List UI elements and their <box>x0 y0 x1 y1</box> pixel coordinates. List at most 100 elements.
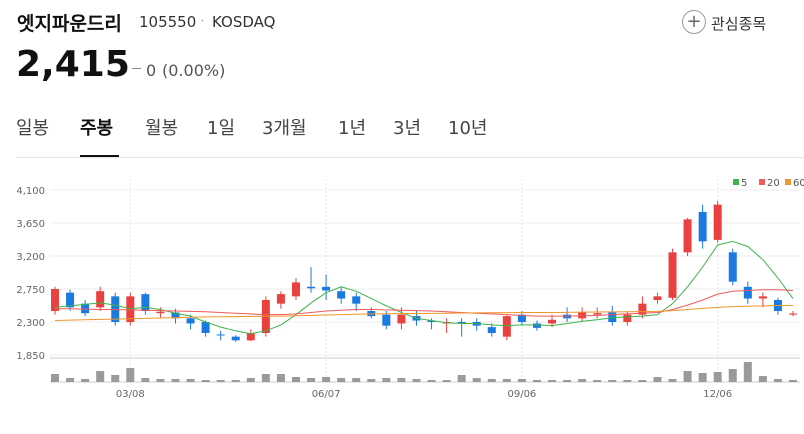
candle-body <box>457 322 466 324</box>
tab[interactable]: 1년 <box>338 118 367 139</box>
candle-body <box>51 289 59 311</box>
candle-body <box>758 296 767 299</box>
add-icon[interactable]: + <box>682 10 706 34</box>
volume-bar <box>156 379 165 382</box>
candle-body <box>743 286 752 299</box>
legend-swatch <box>733 179 739 185</box>
y-tick-label: 3,650 <box>16 219 45 230</box>
volume-bar <box>532 380 541 382</box>
change: 0 <box>146 61 157 80</box>
candle-body <box>141 294 150 311</box>
candle-body <box>186 318 195 324</box>
volume-bar <box>231 380 240 382</box>
candle-body <box>171 312 180 319</box>
volume-bar <box>337 378 346 382</box>
volume-bar <box>698 373 707 382</box>
candle-body <box>427 320 436 322</box>
candle-body <box>593 313 602 315</box>
candle-body <box>352 296 361 304</box>
volume-bar <box>216 380 225 382</box>
volume-bar <box>442 380 451 382</box>
x-tick-label: 06/07 <box>312 389 341 400</box>
volume-bar <box>307 378 316 382</box>
volume-bar <box>668 379 677 382</box>
ma-line <box>55 289 794 317</box>
candle-body <box>156 311 165 314</box>
volume-bar <box>653 377 662 382</box>
volume-bar <box>728 369 737 382</box>
watch-button[interactable]: 관심종목 <box>711 15 767 33</box>
volume-bar <box>367 379 376 382</box>
candle-body <box>532 323 541 328</box>
volume-bar <box>773 379 782 382</box>
candle-body <box>668 252 677 298</box>
volume-bar <box>593 380 602 382</box>
volume-bar <box>517 379 526 382</box>
x-tick-label: 09/06 <box>507 389 536 400</box>
candle-body <box>713 204 722 240</box>
candle-body <box>698 212 707 242</box>
candle-body <box>246 333 255 341</box>
volume-bar <box>412 379 421 382</box>
tab[interactable]: 3개월 <box>262 118 307 139</box>
tab[interactable]: 10년 <box>448 118 488 139</box>
candle-body <box>216 334 225 336</box>
candle-body <box>382 314 391 326</box>
tab-underline <box>80 155 119 157</box>
y-tick-label: 4,100 <box>16 186 45 197</box>
volume-bar <box>548 380 557 382</box>
volume-bar <box>261 374 270 382</box>
volume-bar <box>382 378 391 382</box>
volume-bar <box>502 379 511 382</box>
volume-bar <box>758 376 767 382</box>
volume-bar <box>638 380 647 382</box>
candle-body <box>81 303 90 314</box>
volume-bar <box>789 380 797 382</box>
y-tick-label: 2,750 <box>16 285 45 296</box>
volume-bar <box>487 379 496 382</box>
x-tick-label: 03/08 <box>116 389 145 400</box>
ma-line <box>54 240 794 335</box>
candle-body <box>728 252 737 282</box>
tab[interactable]: 주봉 <box>80 118 114 139</box>
candle-body <box>502 316 511 337</box>
legend-label: 60 <box>793 178 804 189</box>
tab[interactable]: 1일 <box>207 118 236 139</box>
volume-bar <box>578 379 587 382</box>
volume-bar <box>608 380 617 382</box>
volume-bar <box>96 371 105 382</box>
volume-bar <box>246 378 255 382</box>
volume-bar <box>713 372 722 382</box>
candle-body <box>683 219 692 253</box>
candle-body <box>623 314 632 322</box>
volume-bar <box>457 375 466 382</box>
market: KOSDAQ <box>212 13 276 31</box>
volume-bar <box>743 362 752 382</box>
stock-name: 엣지파운드리 <box>17 13 122 35</box>
volume-bar <box>171 379 180 382</box>
legend-swatch <box>785 179 791 185</box>
volume-bar <box>126 368 135 382</box>
volume-bar <box>291 377 300 382</box>
flat-icon <box>132 68 141 69</box>
candle-body <box>487 327 496 333</box>
volume-bar <box>111 375 120 382</box>
volume-bar <box>322 377 331 382</box>
candle-body <box>307 286 316 289</box>
divider <box>16 157 804 158</box>
volume-bar <box>276 374 285 382</box>
legend-label: 20 <box>767 178 780 189</box>
volume-bar <box>66 378 75 382</box>
candle-body <box>96 291 105 308</box>
candle-body <box>337 291 346 299</box>
tab[interactable]: 일봉 <box>16 118 50 139</box>
volume-bar <box>683 371 692 382</box>
tab[interactable]: 3년 <box>393 118 422 139</box>
candle-body <box>322 286 331 291</box>
candle-body <box>517 314 526 322</box>
candle-body <box>638 303 647 315</box>
tab[interactable]: 월봉 <box>145 118 179 139</box>
legend-label: 5 <box>741 178 747 189</box>
